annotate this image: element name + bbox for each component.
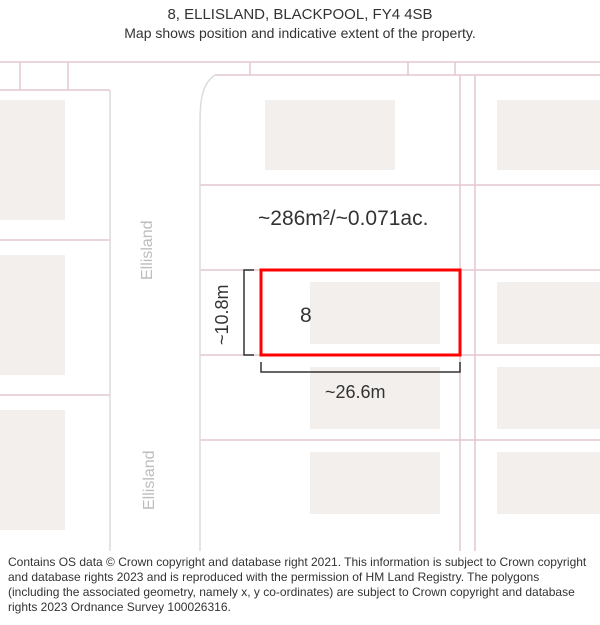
building-footprint — [0, 410, 65, 530]
property-number: 8 — [300, 304, 312, 327]
height-dimension-label: ~10.8m — [212, 284, 232, 345]
building-footprint — [0, 255, 65, 375]
road-name-label: Ellisland — [141, 450, 158, 510]
building-footprint — [310, 452, 440, 514]
building-footprint — [265, 100, 395, 170]
building-footprint — [0, 100, 65, 220]
map-header: 8, ELLISLAND, BLACKPOOL, FY4 4SB Map sho… — [0, 0, 600, 41]
building-footprint — [497, 367, 600, 429]
copyright-footer: Contains OS data © Crown copyright and d… — [0, 551, 600, 625]
height-dimension-bracket — [244, 270, 254, 355]
building-footprint — [310, 282, 440, 344]
building-footprint — [497, 100, 600, 170]
map-subtitle: Map shows position and indicative extent… — [10, 25, 590, 41]
width-dimension-label: ~26.6m — [325, 382, 386, 402]
property-address-title: 8, ELLISLAND, BLACKPOOL, FY4 4SB — [10, 6, 590, 23]
area-label: ~286m²/~0.071ac. — [258, 207, 428, 230]
building-footprint — [497, 452, 600, 514]
property-map: Ellisland Ellisland 8 ~286m²/~0.071ac. ~26.6… — [0, 0, 600, 625]
road-name-label: Ellisland — [139, 220, 156, 280]
building-footprint — [497, 282, 600, 344]
